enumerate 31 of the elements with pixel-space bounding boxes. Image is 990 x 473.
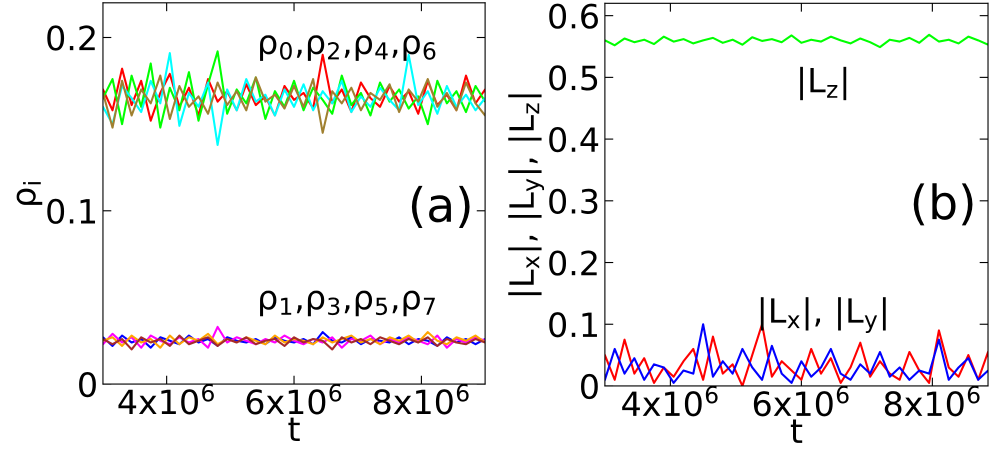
- x-tick-label: 6x10$^{6}$: [754, 386, 849, 416]
- y-tick-label: 0.5: [549, 65, 598, 91]
- x-axis-title: t: [790, 419, 802, 443]
- y-axis-title: ρ$_{i}$: [16, 182, 42, 205]
- y-tick-label: 0.6: [549, 4, 598, 29]
- y-tick-label: 0.2: [549, 250, 597, 276]
- y-tick-label: 0: [79, 372, 96, 398]
- y-tick-label: 0.1: [549, 312, 597, 338]
- line-series: [604, 34, 988, 48]
- y-tick-label: 0.2: [47, 25, 95, 51]
- x-tick-label: 4x10$^{6}$: [622, 386, 718, 416]
- y-tick-label: 0.4: [549, 127, 598, 152]
- annotation: ρ$_{0}$,ρ$_{2}$,ρ$_{4}$,ρ$_{6}$: [260, 35, 436, 61]
- y-tick-label: 0: [581, 374, 598, 400]
- y-axis-title: |L$_{x}$|, |L$_{y}$|, |L$_{z}$|: [508, 94, 544, 296]
- x-tick-label: 8x10$^{6}$: [884, 386, 980, 416]
- x-tick-label: 6x10$^{6}$: [246, 384, 342, 414]
- annotation: ρ$_{1}$,ρ$_{3}$,ρ$_{5}$,ρ$_{7}$: [260, 290, 435, 316]
- line-series: [102, 326, 486, 349]
- annotation: |L$_{x}$|, |L$_{y}$|: [760, 297, 886, 333]
- annotation: |L$_{z}$|: [800, 66, 846, 100]
- x-tick-label: 4x10$^{6}$: [118, 384, 214, 414]
- y-tick-label: 0.3: [549, 188, 598, 214]
- line-series: [102, 331, 486, 349]
- annotation: (b): [914, 183, 972, 226]
- x-axis-title: t: [288, 418, 300, 441]
- x-tick-label: 8x10$^{6}$: [374, 384, 469, 414]
- y-tick-label: 0.1: [47, 198, 96, 224]
- line-series: [102, 74, 486, 134]
- annotation: (a): [412, 186, 470, 228]
- line-series: [102, 334, 486, 350]
